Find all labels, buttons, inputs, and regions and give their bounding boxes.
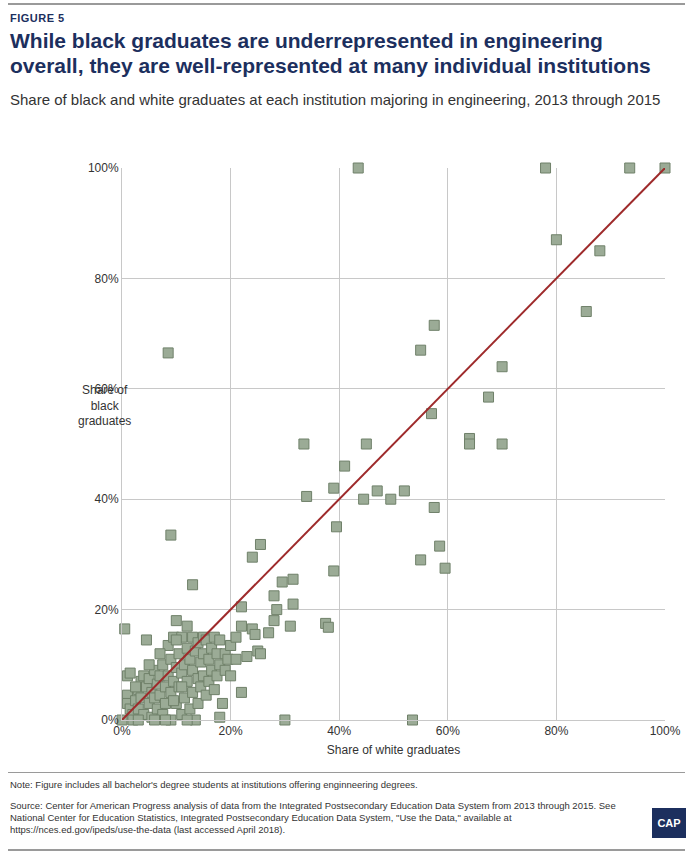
- svg-text:80%: 80%: [95, 272, 119, 286]
- svg-text:100%: 100%: [650, 724, 681, 738]
- html-text:CAP: CAP: [657, 817, 681, 829]
- svg-text:100%: 100%: [88, 161, 119, 175]
- svg-text:80%: 80%: [544, 724, 568, 738]
- svg-text:Share of white graduates: Share of white graduates: [327, 743, 460, 757]
- svg-text:Share ofblackgraduates: Share ofblackgraduates: [78, 383, 131, 428]
- svg-text:0%: 0%: [113, 724, 131, 738]
- svg-text:0%: 0%: [101, 713, 119, 727]
- svg-text:40%: 40%: [95, 492, 119, 506]
- html-text:FIGURE 5: FIGURE 5: [10, 12, 65, 24]
- svg-text:20%: 20%: [219, 724, 243, 738]
- html-text:Note: Figure includes all bach: Note: Figure includes all bachelor's deg…: [10, 779, 418, 790]
- svg-text:60%: 60%: [436, 724, 460, 738]
- html-text:Source: Center for American Pr: Source: Center for American Progress ana…: [10, 800, 616, 835]
- svg-text:40%: 40%: [327, 724, 351, 738]
- html-text:Share of black and white gradu: Share of black and white graduates at ea…: [10, 91, 661, 108]
- svg-text:20%: 20%: [95, 603, 119, 617]
- html-text:While black graduates are unde: While black graduates are underrepresent…: [10, 29, 651, 77]
- svg-text:60%: 60%: [95, 382, 119, 396]
